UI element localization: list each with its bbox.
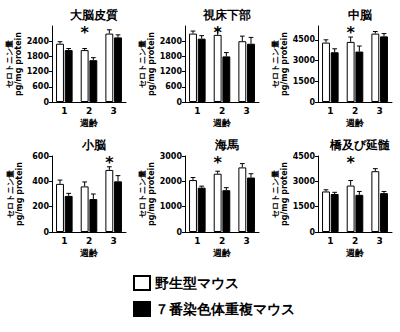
svg-text:セロトニン量: セロトニン量 <box>6 170 15 218</box>
svg-text:1200: 1200 <box>27 67 50 76</box>
svg-text:pg/mg protein: pg/mg protein <box>14 32 23 96</box>
svg-text:200: 200 <box>32 202 49 211</box>
svg-text:７番染色体重複マウス: ７番染色体重複マウス <box>155 301 295 317</box>
svg-text:小脳: 小脳 <box>81 138 106 152</box>
svg-text:0: 0 <box>176 228 182 237</box>
svg-text:週齢: 週齢 <box>212 118 232 128</box>
svg-text:1800: 1800 <box>27 52 50 61</box>
svg-text:週齢: 週齢 <box>345 118 365 128</box>
svg-text:中脳: 中脳 <box>348 8 372 22</box>
svg-text:大脳皮質: 大脳皮質 <box>70 8 118 22</box>
svg-text:2: 2 <box>219 106 225 116</box>
svg-text:*: * <box>80 23 89 42</box>
svg-text:セロトニン量: セロトニン量 <box>5 40 14 88</box>
svg-text:セロトニン量: セロトニン量 <box>138 170 147 218</box>
svg-text:0: 0 <box>43 98 49 107</box>
svg-text:2: 2 <box>86 106 92 116</box>
svg-text:*: * <box>105 153 114 172</box>
svg-text:3: 3 <box>244 236 250 246</box>
svg-text:週齢: 週齢 <box>79 248 99 258</box>
svg-text:2: 2 <box>352 106 358 116</box>
svg-text:1500: 1500 <box>293 77 316 86</box>
svg-text:1: 1 <box>194 106 200 116</box>
svg-text:pg/mg protein: pg/mg protein <box>280 162 289 226</box>
svg-text:1200: 1200 <box>160 67 183 76</box>
svg-text:4500: 4500 <box>293 35 316 44</box>
svg-text:セロトニン量: セロトニン量 <box>138 40 147 88</box>
svg-text:600: 600 <box>32 152 49 161</box>
svg-text:視床下部: 視床下部 <box>202 8 251 22</box>
svg-text:セロトニン量: セロトニン量 <box>271 40 280 88</box>
svg-text:2400: 2400 <box>160 37 183 46</box>
svg-text:4500: 4500 <box>293 152 316 161</box>
svg-text:3000: 3000 <box>293 177 316 186</box>
svg-text:3: 3 <box>377 106 383 116</box>
svg-text:1: 1 <box>327 106 333 116</box>
svg-text:pg/mg protein: pg/mg protein <box>147 162 156 226</box>
svg-text:600: 600 <box>165 82 182 91</box>
svg-text:*: * <box>213 23 222 42</box>
svg-text:野生型マウス: 野生型マウス <box>155 275 239 291</box>
svg-text:0: 0 <box>309 98 315 107</box>
svg-text:1: 1 <box>327 236 333 246</box>
svg-text:週齢: 週齢 <box>212 248 232 258</box>
svg-text:0: 0 <box>176 98 182 107</box>
svg-text:週齢: 週齢 <box>345 248 365 258</box>
svg-text:600: 600 <box>32 82 49 91</box>
svg-text:pg/mg protein: pg/mg protein <box>280 32 289 96</box>
svg-text:0: 0 <box>43 228 49 237</box>
svg-text:橋及び延髄: 橋及び延髄 <box>329 138 391 152</box>
svg-text:3: 3 <box>111 236 117 246</box>
svg-text:3000: 3000 <box>160 152 183 161</box>
svg-text:1: 1 <box>61 106 67 116</box>
svg-text:セロトニン量: セロトニン量 <box>271 170 280 218</box>
svg-text:400: 400 <box>32 177 49 186</box>
svg-text:3: 3 <box>244 106 250 116</box>
svg-text:3: 3 <box>377 236 383 246</box>
svg-text:2: 2 <box>219 236 225 246</box>
svg-text:*: * <box>213 153 222 172</box>
svg-text:pg/mg protein: pg/mg protein <box>147 32 156 96</box>
svg-text:3000: 3000 <box>293 56 316 65</box>
svg-text:2: 2 <box>352 236 358 246</box>
svg-text:*: * <box>346 153 355 172</box>
svg-text:週齢: 週齢 <box>79 118 99 128</box>
svg-text:2: 2 <box>86 236 92 246</box>
svg-text:2000: 2000 <box>160 177 183 186</box>
svg-text:1: 1 <box>61 236 67 246</box>
svg-text:1800: 1800 <box>160 52 183 61</box>
svg-text:1: 1 <box>194 236 200 246</box>
svg-text:pg/mg protein: pg/mg protein <box>15 162 24 226</box>
svg-text:2400: 2400 <box>27 37 50 46</box>
svg-text:*: * <box>346 23 355 42</box>
svg-text:0: 0 <box>309 228 315 237</box>
svg-text:海馬: 海馬 <box>214 138 239 152</box>
svg-text:3: 3 <box>111 106 117 116</box>
svg-text:1500: 1500 <box>293 202 316 211</box>
svg-text:1000: 1000 <box>160 202 183 211</box>
